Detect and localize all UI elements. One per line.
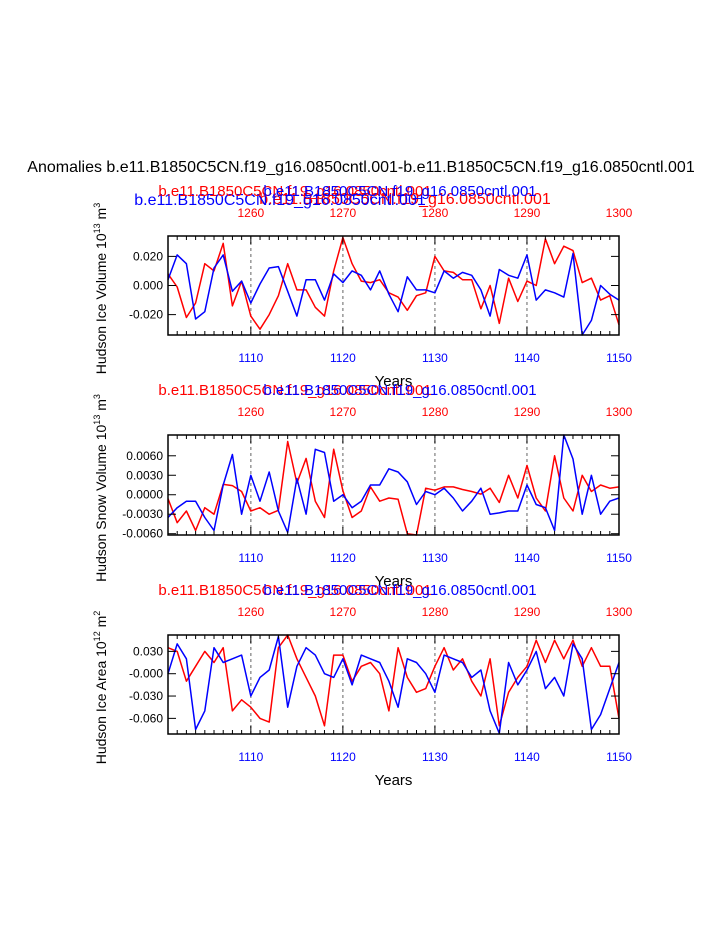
top-blue-label: b.e11.B1850C5CN.f19_g16.0850cntl.001 (134, 192, 426, 209)
series-line-red (167, 634, 620, 727)
x-top-tick-label: 1260 (237, 605, 264, 619)
y-tick-label: -0.060 (129, 711, 163, 725)
y-axis-label: Hudson Ice Volume 1013 m3 (92, 203, 109, 374)
x-bottom-tick-label: 1120 (330, 551, 356, 565)
x-top-tick-label: 1300 (606, 405, 633, 419)
x-axis-label: Years (375, 573, 413, 590)
x-bottom-tick-label: 1110 (238, 351, 263, 365)
x-bottom-tick-label: 1140 (514, 551, 540, 565)
series-line-blue (167, 434, 620, 534)
x-bottom-tick-label: 1110 (238, 750, 263, 764)
y-tick-label: -0.0060 (122, 527, 163, 541)
x-bottom-tick-label: 1130 (422, 551, 448, 565)
top-red-label: b.e11.B1850C5CN.f19_g16.0850cntl.001 (259, 191, 551, 208)
x-bottom-tick-label: 1140 (514, 351, 540, 365)
x-bottom-tick-label: 1130 (422, 750, 448, 764)
y-tick-label: 0.020 (133, 249, 163, 263)
panels: b.e11.B1850C5CN.f19_g16.0850cntl.001b.e1… (92, 183, 633, 789)
x-bottom-tick-label: 1150 (606, 750, 632, 764)
y-axis-label-part: 13 (92, 415, 102, 425)
y-axis-label-part: 2 (92, 611, 102, 616)
y-tick-label: -0.0030 (122, 507, 163, 521)
series-label-red: b.e11.B1850C5CN.f19_g16.0850cntl.001 (158, 183, 431, 200)
series-line-blue (167, 252, 620, 336)
series-line-red (167, 236, 620, 330)
y-axis-label-part: m (93, 399, 109, 415)
y-axis-label-part: m (93, 616, 109, 632)
y-axis-label-part: 12 (92, 631, 102, 641)
y-tick-label: 0.0060 (126, 449, 163, 463)
y-tick-label: -0.030 (129, 689, 163, 703)
y-axis-label: Hudson Ice Area 1012 m2 (92, 611, 109, 765)
x-top-tick-label: 1270 (330, 405, 357, 419)
panel-hudson-ice-volume: b.e11.B1850C5CN.f19_g16.0850cntl.001b.e1… (92, 183, 633, 390)
x-top-tick-label: 1300 (606, 605, 633, 619)
x-top-tick-label: 1270 (330, 206, 357, 220)
x-axis-label: Years (375, 772, 413, 789)
panel-hudson-ice-area: b.e11.B1850C5CN.f19_g16.0850cntl.001b.e1… (92, 582, 633, 789)
x-top-tick-label: 1290 (514, 605, 541, 619)
x-bottom-tick-label: 1120 (330, 351, 356, 365)
x-bottom-tick-label: 1120 (330, 750, 356, 764)
x-top-tick-label: 1280 (422, 206, 449, 220)
plot-frame (167, 434, 620, 536)
x-top-tick-label: 1300 (606, 206, 633, 220)
y-axis-label-part: Hudson Snow Volume 10 (93, 424, 109, 581)
series-label-blue: b.e11.B1850C5CN.f19_g16.0850cntl.001 (263, 382, 536, 399)
y-axis-label: Hudson Snow Volume 1013 m3 (92, 394, 109, 582)
y-axis-label-part: 3 (92, 394, 102, 399)
figure-title: Anomalies b.e11.B1850C5CN.f19_g16.0850cn… (27, 159, 695, 176)
y-tick-label: 0.0000 (126, 488, 163, 502)
series-label-red: b.e11.B1850C5CN.f19_g16.0850cntl.001 (158, 382, 431, 399)
plot-frame (167, 634, 620, 735)
x-bottom-tick-label: 1150 (606, 351, 632, 365)
x-top-tick-label: 1260 (237, 405, 264, 419)
x-bottom-tick-label: 1130 (422, 351, 448, 365)
y-tick-label: -0.020 (129, 308, 163, 322)
y-tick-label: -0.000 (129, 667, 163, 681)
series-label-red: b.e11.B1850C5CN.f19_g16.0850cntl.001 (158, 582, 431, 599)
x-bottom-tick-label: 1110 (238, 551, 263, 565)
series-line-red (167, 440, 620, 536)
series-label-blue: b.e11.B1850C5CN.f19_g16.0850cntl.001 (263, 582, 536, 599)
x-top-tick-label: 1280 (422, 405, 449, 419)
x-bottom-tick-label: 1150 (606, 551, 632, 565)
x-top-tick-label: 1290 (514, 206, 541, 220)
plot-frame (167, 235, 620, 336)
y-axis-label-part: m (93, 208, 109, 224)
y-tick-label: 0.030 (133, 644, 163, 658)
y-axis-label-part: 13 (92, 223, 102, 233)
x-top-tick-label: 1260 (237, 206, 264, 220)
y-axis-label-part: 3 (92, 203, 102, 208)
series-line-blue (167, 635, 620, 735)
y-axis-label-part: Hudson Ice Volume 10 (93, 233, 109, 374)
x-top-tick-label: 1280 (422, 605, 449, 619)
y-tick-label: 0.0030 (126, 468, 163, 482)
y-axis-label-part: Hudson Ice Area 10 (93, 641, 109, 764)
x-top-tick-label: 1290 (514, 405, 541, 419)
x-bottom-tick-label: 1140 (514, 750, 540, 764)
panel-hudson-snow-volume: b.e11.B1850C5CN.f19_g16.0850cntl.001b.e1… (92, 382, 633, 590)
x-axis-label: Years (375, 373, 413, 390)
y-tick-label: 0.000 (133, 279, 163, 293)
series-label-blue: b.e11.B1850C5CN.f19_g16.0850cntl.001 (263, 183, 536, 200)
x-top-tick-label: 1270 (330, 605, 357, 619)
